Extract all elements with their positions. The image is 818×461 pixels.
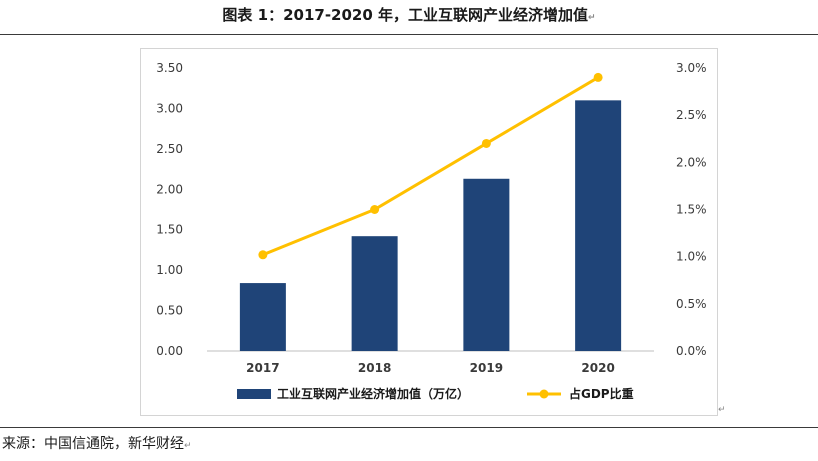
left-axis-tick-label: 0.00: [156, 344, 183, 358]
right-axis-tick-label: 0.5%: [676, 297, 707, 311]
right-axis-tick-label: 1.0%: [676, 250, 707, 264]
gdp-share-point-2020: [593, 72, 603, 82]
legend-line-marker: [539, 389, 549, 399]
bottom-rule: [0, 427, 818, 428]
bar-2017: [239, 283, 286, 351]
gdp-share-line: [262, 76, 599, 257]
left-axis-tick-label: 2.00: [156, 182, 183, 196]
right-axis-tick-label: 2.5%: [676, 108, 707, 122]
top-rule: [0, 34, 818, 35]
gdp-share-point-2019: [481, 138, 491, 148]
caption-text: 图表 1：2017-2020 年，工业互联网产业经济增加值: [222, 6, 589, 24]
left-axis-tick-label: 2.50: [156, 142, 183, 156]
x-axis-tick-label: 2017: [246, 361, 279, 375]
right-axis-tick-label: 2.0%: [676, 155, 707, 169]
paragraph-mark: ↵: [588, 13, 596, 23]
combo-chart: 0.00 0.50 1.00 1.50 2.00 2.50 3.00 3.50 0.0% 0.5%…: [156, 61, 707, 401]
chart-frame: 0.00 0.50 1.00 1.50 2.00 2.50 3.00 3.50 0.0% 0.5%…: [140, 48, 718, 416]
figure-caption: 图表 1：2017-2020 年，工业互联网产业经济增加值↵: [0, 0, 818, 30]
paragraph-mark-chart: ↵: [718, 405, 726, 415]
bar-2019: [463, 178, 510, 351]
left-axis-tick-label: 3.00: [156, 101, 183, 115]
left-axis-tick-label: 3.50: [156, 61, 183, 75]
x-axis-tick-label: 2019: [470, 361, 503, 375]
legend-bar-label: 工业互联网产业经济增加值（万亿）: [277, 386, 469, 401]
bar-2020: [575, 100, 622, 351]
source-text: 来源：中国信通院，新华财经: [2, 436, 184, 452]
gdp-share-point-2018: [370, 205, 380, 214]
x-axis-tick-label: 2018: [358, 361, 391, 375]
left-axis-tick-label: 1.50: [156, 223, 183, 237]
right-axis-tick-label: 1.5%: [676, 203, 707, 217]
legend-bar-swatch: [237, 389, 271, 399]
gdp-share-point-2017: [258, 250, 268, 260]
right-axis-tick-label: 3.0%: [676, 61, 707, 75]
paragraph-mark-source: ↵: [184, 441, 192, 451]
x-axis-tick-label: 2020: [581, 361, 614, 375]
legend-line-label: 占GDP比重: [569, 386, 634, 401]
left-axis-tick-label: 1.00: [156, 263, 183, 277]
bar-2018: [351, 236, 398, 351]
right-axis-tick-label: 0.0%: [676, 344, 707, 358]
left-axis-tick-label: 0.50: [156, 304, 183, 318]
source-note: 来源：中国信通院，新华财经↵: [2, 433, 192, 457]
